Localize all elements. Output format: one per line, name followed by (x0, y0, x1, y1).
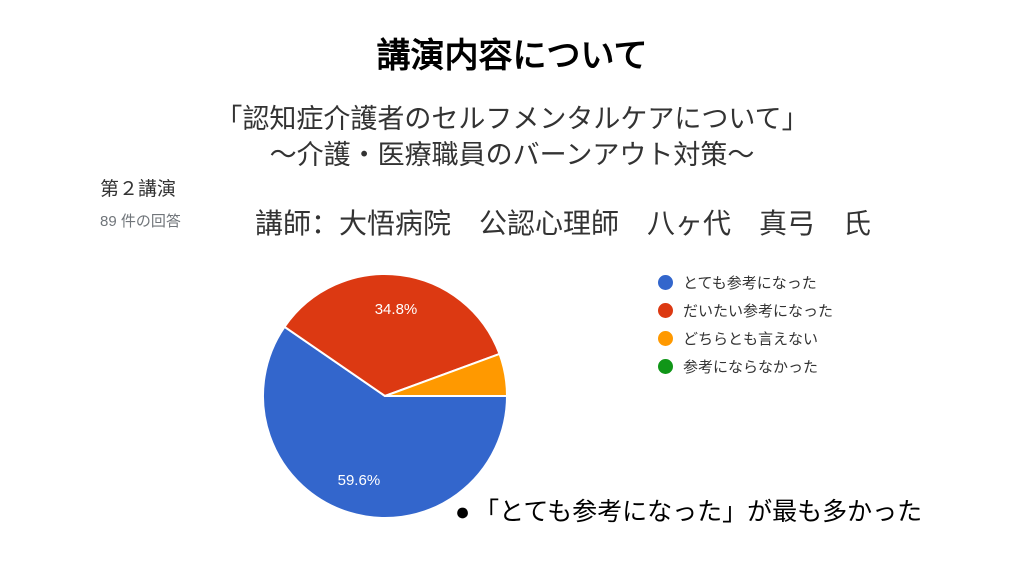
legend-item: どちらとも言えない (658, 324, 833, 352)
pie-slice (283, 273, 501, 397)
legend-item: 参考にならなかった (658, 352, 833, 380)
page-title: 講演内容について (376, 37, 648, 75)
pie-chart: 59.6% 34.8% (260, 271, 510, 521)
bullet-icon: ● (455, 498, 471, 526)
legend-dot-icon (658, 330, 673, 346)
legend-label: どちらとも言えない (683, 330, 819, 348)
legend-dot-icon (658, 358, 673, 374)
pie-slice-label: 34.8% (375, 301, 418, 318)
response-count: 89 件の回答 (100, 213, 181, 230)
legend-dot-icon (658, 274, 673, 290)
legend-label: 参考にならなかった (683, 358, 819, 376)
legend-dot-icon (658, 302, 673, 318)
subtitle-line-1: 「認知症介護者のセルフメンタルケアについて」 (215, 104, 809, 134)
summary-text: 「とても参考になった」が最も多かった (474, 498, 923, 526)
pie-slice (384, 352, 508, 397)
session-meta: 第２講演 89 件の回答 (100, 174, 181, 231)
legend-label: とても参考になった (683, 274, 817, 292)
session-label: 第２講演 (100, 179, 177, 200)
legend-item: だいたい参考になった (658, 296, 833, 324)
pie-slice (262, 325, 508, 519)
legend-item: とても参考になった (658, 268, 833, 296)
lecturer-line: 講師：大悟病院 公認心理師 八ヶ代 真弓 氏 (255, 208, 872, 239)
pie-chart-svg: 59.6% 34.8% (262, 273, 508, 519)
legend-label: だいたい参考になった (683, 302, 834, 320)
chart-legend: とても参考になった だいたい参考になった どちらとも言えない 参考にならなかった (658, 268, 833, 380)
lecture-subtitle: 「認知症介護者のセルフメンタルケアについて」 ～介護・医療職員のバーンアウト対策… (0, 101, 1024, 173)
pie-slice-label: 59.6% (338, 472, 381, 489)
summary-note: ● 「とても参考になった」が最も多かった (455, 492, 922, 528)
subtitle-line-2: ～介護・医療職員のバーンアウト対策～ (269, 140, 755, 170)
